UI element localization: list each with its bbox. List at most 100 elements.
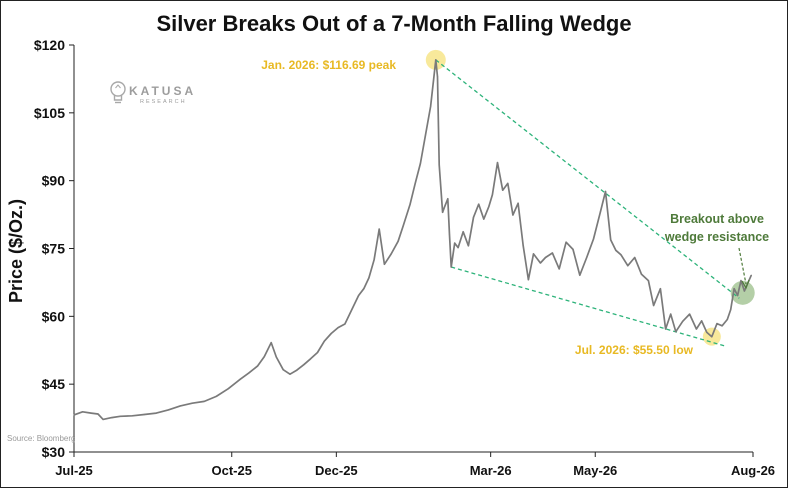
price-point bbox=[572, 248, 574, 250]
axes: $30 $45 $60 $75 $90 $105 $120 Jul-25 Oct-25 Dec-2… bbox=[34, 37, 775, 478]
price-point bbox=[740, 280, 742, 282]
price-point bbox=[721, 325, 723, 327]
y-tick-label: $105 bbox=[34, 105, 65, 121]
price-point bbox=[430, 105, 432, 108]
price-point bbox=[323, 340, 325, 342]
wedge-support-line bbox=[451, 266, 726, 347]
price-point bbox=[119, 415, 121, 417]
lightbulb-icon bbox=[110, 81, 126, 104]
price-point bbox=[737, 294, 739, 297]
price-point bbox=[270, 342, 272, 344]
price-point bbox=[502, 189, 504, 191]
price-point bbox=[102, 418, 104, 420]
price-point bbox=[695, 328, 698, 330]
price-line bbox=[73, 59, 753, 421]
price-point bbox=[653, 304, 655, 307]
x-tick-label: Aug-26 bbox=[731, 463, 775, 478]
y-tick-label: $120 bbox=[34, 37, 65, 53]
price-point bbox=[90, 412, 92, 414]
price-point bbox=[544, 256, 547, 259]
y-tick-label: $30 bbox=[42, 444, 66, 460]
price-point bbox=[532, 253, 535, 255]
price-point bbox=[539, 262, 542, 264]
price-point bbox=[682, 320, 684, 322]
x-tick-label: Oct-25 bbox=[212, 463, 252, 478]
price-point bbox=[512, 214, 514, 216]
price-point bbox=[303, 364, 305, 366]
price-point bbox=[716, 323, 718, 325]
price-point bbox=[733, 288, 735, 290]
price-point bbox=[457, 247, 459, 249]
highlight-circle bbox=[730, 280, 755, 305]
price-point bbox=[627, 265, 629, 267]
price-point bbox=[373, 259, 375, 261]
price-point bbox=[438, 164, 440, 166]
price-point bbox=[478, 203, 480, 205]
price-point bbox=[551, 252, 554, 254]
price-point bbox=[507, 182, 509, 184]
price-point bbox=[409, 203, 411, 205]
price-point bbox=[73, 414, 75, 416]
price-series bbox=[73, 59, 753, 421]
price-point bbox=[282, 369, 284, 371]
price-point bbox=[443, 206, 445, 208]
price-point bbox=[447, 198, 449, 200]
price-point bbox=[316, 351, 319, 354]
price-point bbox=[275, 356, 277, 358]
price-point bbox=[179, 405, 181, 407]
x-tick-label: Jul-25 bbox=[55, 463, 93, 478]
price-point bbox=[750, 274, 752, 276]
price-point bbox=[488, 205, 490, 207]
logo-subtitle: RESEARCH bbox=[140, 99, 187, 105]
price-point bbox=[167, 409, 169, 411]
price-point bbox=[424, 134, 427, 136]
price-point bbox=[191, 402, 193, 404]
price-point bbox=[665, 328, 667, 330]
price-point bbox=[670, 313, 672, 315]
x-tick-label: Dec-25 bbox=[315, 463, 358, 478]
price-point bbox=[344, 323, 346, 325]
price-point bbox=[706, 331, 708, 333]
low-annotation: Jul. 2026: $55.50 low bbox=[575, 343, 694, 357]
price-point bbox=[143, 413, 145, 416]
y-tick-label: $75 bbox=[42, 241, 66, 257]
x-tick-label: May-26 bbox=[573, 463, 617, 478]
price-point bbox=[248, 372, 250, 374]
price-point bbox=[442, 211, 444, 213]
logo-name: KATUSA bbox=[129, 84, 196, 98]
price-point bbox=[558, 268, 560, 270]
price-point bbox=[483, 218, 485, 220]
price-point bbox=[462, 231, 464, 233]
price-point bbox=[701, 320, 703, 322]
price-point bbox=[296, 369, 298, 371]
price-point bbox=[363, 288, 365, 290]
wedge-resistance-line bbox=[435, 59, 740, 299]
price-point bbox=[579, 274, 581, 276]
price-point bbox=[472, 216, 475, 218]
price-point bbox=[620, 254, 622, 256]
price-point bbox=[378, 228, 380, 230]
katusa-logo: KATUSA RESEARCH bbox=[110, 81, 196, 105]
price-point bbox=[330, 332, 332, 335]
x-tick-label: Mar-26 bbox=[470, 463, 512, 478]
price-point bbox=[131, 415, 133, 417]
price-point bbox=[155, 412, 157, 414]
price-point bbox=[402, 225, 404, 227]
price-point bbox=[675, 331, 677, 333]
price-point bbox=[634, 256, 636, 259]
breakout-arrow bbox=[738, 247, 750, 290]
price-point bbox=[263, 356, 265, 358]
price-point bbox=[647, 280, 650, 282]
price-point bbox=[586, 256, 588, 259]
price-point bbox=[467, 245, 469, 247]
breakout-annotation-line2: wedge resistance bbox=[664, 230, 769, 244]
chart-title: Silver Breaks Out of a 7-Month Falling W… bbox=[156, 11, 631, 36]
price-point bbox=[615, 249, 617, 251]
price-point bbox=[82, 411, 84, 413]
price-point bbox=[522, 245, 524, 247]
price-point bbox=[599, 211, 602, 213]
price-point bbox=[215, 395, 217, 397]
price-point bbox=[565, 241, 567, 243]
